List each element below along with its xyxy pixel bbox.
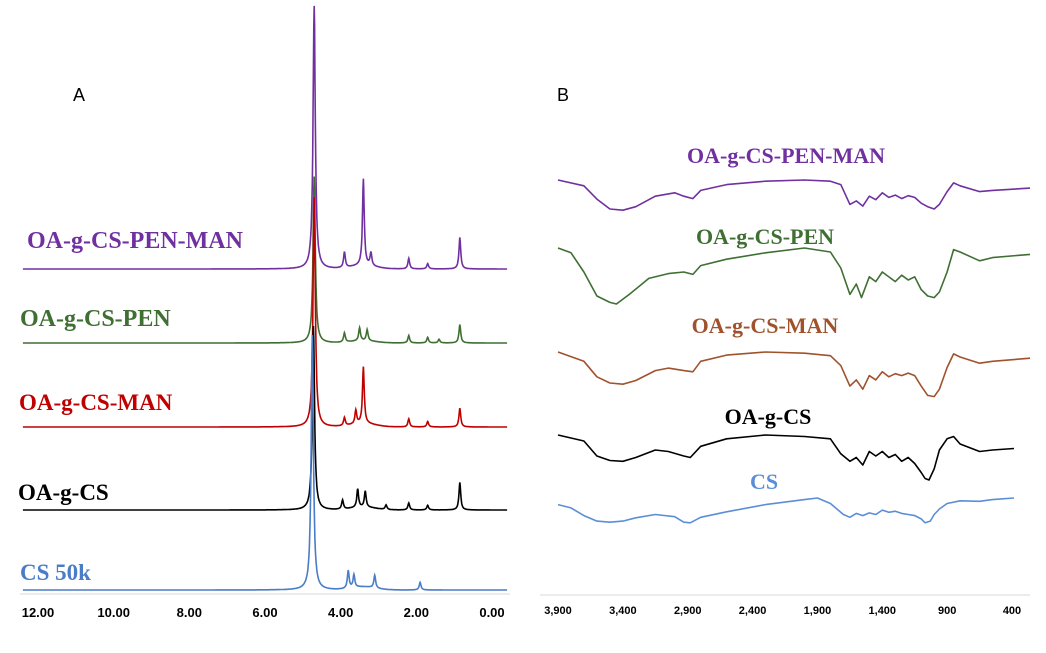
ftir-x-tick-label: 1,900 <box>804 605 832 617</box>
ftir-trace-oa-g-cs-pen-man <box>557 179 1031 211</box>
ftir-trace-cs <box>557 497 1015 524</box>
nmr-trace-oa-g-cs-pen <box>22 176 508 344</box>
ftir-x-tick-label: 400 <box>1003 605 1021 617</box>
panel-b-series-labels: OA-g-CS-PEN-MAN OA-g-CS-PEN OA-g-CS-MAN OA-… <box>687 143 885 494</box>
nmr-x-tick-label: 12.00 <box>22 605 55 620</box>
panel-a-x-tick-labels: 12.00 10.00 8.00 6.00 4.00 2.00 0.00 <box>22 605 505 620</box>
nmr-x-tick-label: 10.00 <box>97 605 130 620</box>
ftir-x-tick-label: 3,400 <box>609 605 637 617</box>
nmr-x-tick-label: 8.00 <box>177 605 202 620</box>
ftir-x-tick-label: 2,900 <box>674 605 702 617</box>
ftir-x-tick-label: 3,900 <box>544 605 572 617</box>
ftir-label-oa-g-cs-man: OA-g-CS-MAN <box>692 313 839 338</box>
ftir-x-tick-label: 1,400 <box>869 605 897 617</box>
nmr-label-oa-g-cs-pen: OA-g-CS-PEN <box>20 306 171 332</box>
ftir-label-oa-g-cs-pen-man: OA-g-CS-PEN-MAN <box>687 143 885 168</box>
panel-b-traces <box>557 179 1031 524</box>
panel-a-traces <box>22 5 508 591</box>
nmr-label-oa-g-cs-pen-man: OA-g-CS-PEN-MAN <box>27 228 244 254</box>
nmr-x-tick-label: 0.00 <box>479 605 504 620</box>
ftir-label-cs: CS <box>750 469 778 494</box>
nmr-x-tick-label: 2.00 <box>404 605 429 620</box>
nmr-label-oa-g-cs-man: OA-g-CS-MAN <box>19 390 173 415</box>
ftir-trace-oa-g-cs-pen <box>557 247 1031 305</box>
panel-b-x-tick-labels: 3,900 3,400 2,900 2,400 1,900 1,400 900 400 <box>544 605 1021 617</box>
nmr-label-oa-g-cs: OA-g-CS <box>18 480 109 505</box>
panel-a-label: A <box>73 85 85 105</box>
nmr-label-cs-50k: CS 50k <box>20 560 91 585</box>
nmr-x-tick-label: 4.00 <box>328 605 353 620</box>
ftir-panel-b: B OA-g-CS-PEN-MANOA-g-CS-PENOA-g-CS-MANO… <box>540 85 1031 617</box>
nmr-x-tick-label: 6.00 <box>252 605 277 620</box>
ftir-x-tick-label: 900 <box>938 605 956 617</box>
ftir-label-oa-g-cs: OA-g-CS <box>725 404 812 429</box>
panel-b-label: B <box>557 85 569 105</box>
nmr-trace-oa-g-cs <box>22 325 508 511</box>
ftir-x-tick-label: 2,400 <box>739 605 767 617</box>
ftir-label-oa-g-cs-pen: OA-g-CS-PEN <box>696 224 834 249</box>
ftir-trace-oa-g-cs <box>557 434 1015 481</box>
nmr-panel-a: A OA-g-CS-PEN-MANOA-g-CS-PENOA-g-CS-MANO… <box>18 5 510 620</box>
panel-a-series-labels: OA-g-CS-PEN-MAN OA-g-CS-PEN OA-g-CS-MAN OA-… <box>18 228 244 585</box>
ftir-trace-oa-g-cs-man <box>557 351 1031 398</box>
nmr-trace-oa-g-cs-man <box>22 197 508 428</box>
nmr-trace-oa-g-cs-pen-man <box>22 5 508 270</box>
nmr-trace-cs-50k <box>22 334 508 591</box>
